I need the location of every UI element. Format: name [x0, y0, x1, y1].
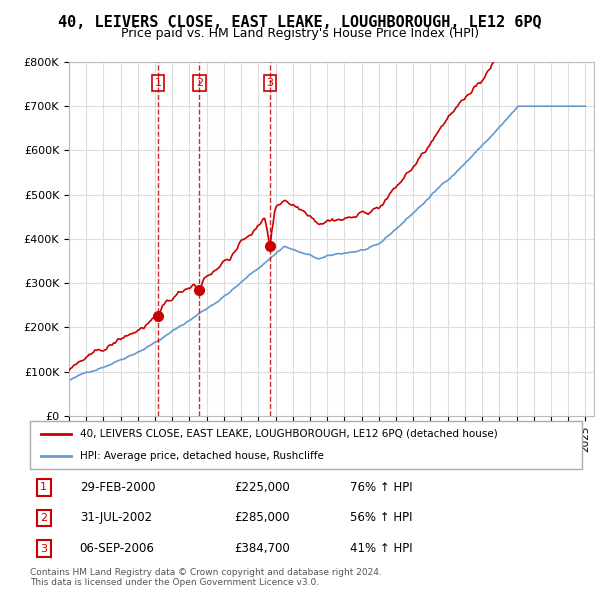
Text: 40, LEIVERS CLOSE, EAST LEAKE, LOUGHBOROUGH, LE12 6PQ: 40, LEIVERS CLOSE, EAST LEAKE, LOUGHBORO… [58, 15, 542, 30]
Text: 2: 2 [40, 513, 47, 523]
Text: 56% ↑ HPI: 56% ↑ HPI [350, 512, 413, 525]
Text: 3: 3 [40, 543, 47, 553]
Text: 06-SEP-2006: 06-SEP-2006 [80, 542, 155, 555]
Text: £225,000: £225,000 [234, 481, 290, 494]
FancyBboxPatch shape [30, 421, 582, 469]
Text: HPI: Average price, detached house, Rushcliffe: HPI: Average price, detached house, Rush… [80, 451, 323, 461]
Text: 31-JUL-2002: 31-JUL-2002 [80, 512, 152, 525]
Text: 40, LEIVERS CLOSE, EAST LEAKE, LOUGHBOROUGH, LE12 6PQ (detached house): 40, LEIVERS CLOSE, EAST LEAKE, LOUGHBORO… [80, 429, 497, 439]
Text: 76% ↑ HPI: 76% ↑ HPI [350, 481, 413, 494]
Text: 1: 1 [40, 482, 47, 492]
Text: 1: 1 [154, 78, 161, 88]
Text: Contains HM Land Registry data © Crown copyright and database right 2024.
This d: Contains HM Land Registry data © Crown c… [30, 568, 382, 587]
Text: 2: 2 [196, 78, 203, 88]
Text: 3: 3 [266, 78, 274, 88]
Text: Price paid vs. HM Land Registry's House Price Index (HPI): Price paid vs. HM Land Registry's House … [121, 27, 479, 40]
Text: £285,000: £285,000 [234, 512, 290, 525]
Text: £384,700: £384,700 [234, 542, 290, 555]
Text: 41% ↑ HPI: 41% ↑ HPI [350, 542, 413, 555]
Text: 29-FEB-2000: 29-FEB-2000 [80, 481, 155, 494]
